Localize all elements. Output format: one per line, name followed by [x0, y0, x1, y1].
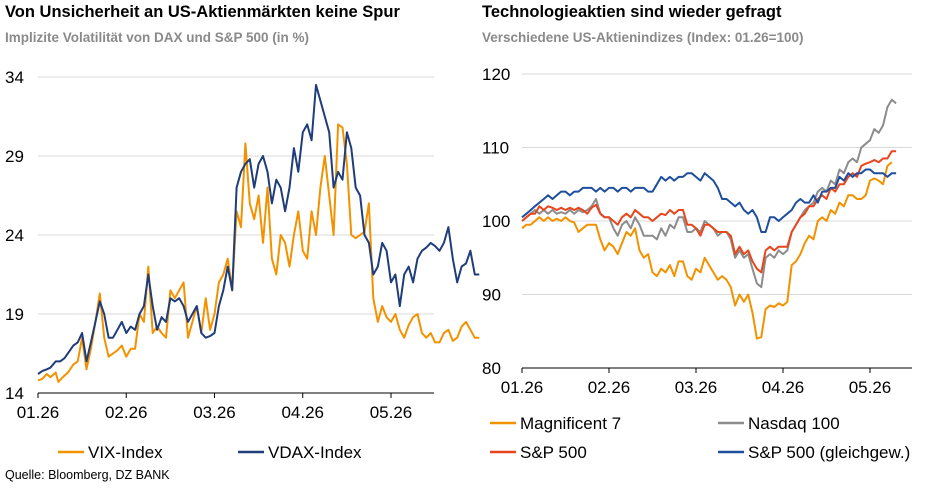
- legend-label-vix-index: VIX-Index: [88, 443, 163, 462]
- y-tick-label-19: 19: [5, 305, 24, 324]
- y-tick-label-14: 14: [5, 384, 24, 403]
- x-tick-label-01.26: 01.26: [501, 378, 544, 397]
- x-tick-label-05.26: 05.26: [370, 403, 413, 422]
- series-line-s-p-500: [521, 150, 897, 274]
- x-tick-label-03.26: 03.26: [675, 378, 718, 397]
- left-chart-title: Von Unsicherheit an US-Aktienmärkten kei…: [5, 3, 400, 21]
- legend-label-s-p-500-gleichgew-: S&P 500 (gleichgew.): [748, 443, 910, 462]
- y-tick-label-29: 29: [5, 147, 24, 166]
- x-tick-label-04.26: 04.26: [281, 403, 324, 422]
- series-line-magnificent-7: [521, 161, 893, 340]
- series-line-s-p-500-gleichgew-: [521, 168, 897, 233]
- right-chart-title: Technologieaktien sind wieder gefragt: [482, 3, 782, 21]
- x-tick-label-05.26: 05.26: [849, 378, 892, 397]
- x-tick-label-03.26: 03.26: [193, 403, 236, 422]
- left-chart-subtitle: Implizite Volatilität von DAX und S&P 50…: [5, 30, 310, 45]
- y-tick-label-80: 80: [482, 359, 501, 378]
- legend-label-nasdaq-100: Nasdaq 100: [748, 414, 840, 433]
- series-line-vdax-index: [37, 83, 480, 375]
- y-tick-label-120: 120: [482, 65, 510, 84]
- y-tick-label-24: 24: [5, 226, 24, 245]
- y-tick-label-34: 34: [5, 68, 24, 87]
- x-tick-label-01.26: 01.26: [17, 403, 60, 422]
- x-tick-label-02.26: 02.26: [588, 378, 631, 397]
- y-tick-label-110: 110: [482, 139, 509, 158]
- y-tick-label-90: 90: [482, 286, 501, 305]
- series-line-nasdaq-100: [521, 98, 897, 289]
- x-tick-label-02.26: 02.26: [105, 403, 148, 422]
- legend-label-magnificent-7: Magnificent 7: [520, 414, 621, 433]
- legend-label-s-p-500: S&P 500: [520, 443, 587, 462]
- legend-label-vdax-index: VDAX-Index: [268, 443, 362, 462]
- source-note: Quelle: Bloomberg, DZ BANK: [5, 468, 170, 482]
- y-tick-label-100: 100: [482, 212, 510, 231]
- x-tick-label-04.26: 04.26: [762, 378, 805, 397]
- right-chart-subtitle: Verschiedene US-Aktienindizes (Index: 01…: [482, 30, 804, 45]
- series-line-vix-index: [37, 123, 480, 383]
